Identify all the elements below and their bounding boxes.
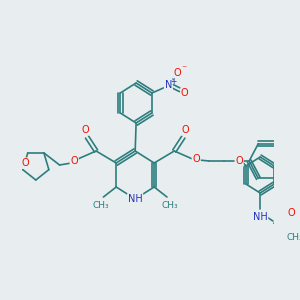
Text: O: O <box>287 208 295 218</box>
Text: O: O <box>22 158 29 168</box>
Text: O: O <box>235 156 243 166</box>
Text: N: N <box>165 80 172 90</box>
Text: ⁻: ⁻ <box>181 64 187 74</box>
Text: O: O <box>70 156 78 166</box>
Text: O: O <box>182 125 189 135</box>
Text: O: O <box>181 88 189 98</box>
Text: +: + <box>171 77 177 86</box>
Text: NH: NH <box>253 212 268 222</box>
Text: NH: NH <box>128 194 142 204</box>
Text: CH₃: CH₃ <box>161 200 178 209</box>
Text: O: O <box>192 154 200 164</box>
Text: O: O <box>174 68 181 78</box>
Text: CH₃: CH₃ <box>286 232 300 242</box>
Text: CH₃: CH₃ <box>92 200 109 209</box>
Text: O: O <box>81 125 89 135</box>
